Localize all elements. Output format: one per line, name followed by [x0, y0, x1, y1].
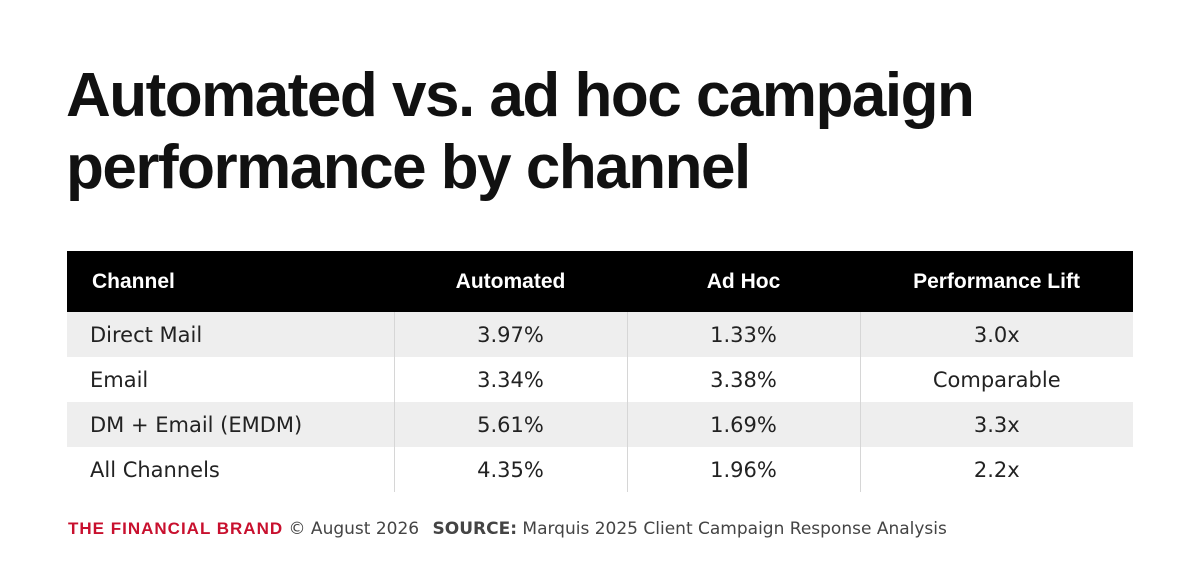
- table-header: Channel Automated Ad Hoc Performance Lif…: [67, 251, 1133, 312]
- table-cell-performance-lift: 3.0x: [859, 312, 1133, 357]
- table-cell-performance-lift: 3.3x: [859, 402, 1133, 447]
- table-body: Direct Mail 3.97% 1.33% 3.0x Email 3.34%…: [67, 312, 1133, 492]
- data-table-container: Channel Automated Ad Hoc Performance Lif…: [67, 251, 1133, 492]
- column-header-ad-hoc: Ad Hoc: [706, 269, 781, 293]
- table-cell-ad-hoc: 3.38%: [626, 357, 860, 402]
- table-header-row: Channel Automated Ad Hoc Performance Lif…: [67, 251, 1133, 312]
- table-cell-channel: All Channels: [90, 457, 220, 482]
- column-header-performance-lift: Performance Lift: [913, 269, 1080, 293]
- table-row: Email 3.34% 3.38% Comparable: [67, 357, 1133, 402]
- source-label: SOURCE:: [432, 519, 517, 539]
- table-cell-automated: 3.97%: [393, 312, 627, 357]
- table-cell-ad-hoc: 1.33%: [626, 312, 860, 357]
- source-text: Marquis 2025 Client Campaign Response An…: [522, 519, 947, 539]
- table-row: DM + Email (EMDM) 5.61% 1.69% 3.3x: [67, 402, 1133, 447]
- table-row: All Channels 4.35% 1.96% 2.2x: [67, 447, 1133, 492]
- table-cell-automated: 3.34%: [393, 357, 627, 402]
- column-header-channel: Channel: [92, 269, 175, 293]
- table-row: Direct Mail 3.97% 1.33% 3.0x: [67, 312, 1133, 357]
- table-cell-channel: Direct Mail: [90, 322, 203, 347]
- table-cell-performance-lift: Comparable: [859, 357, 1133, 402]
- footer: THE FINANCIAL BRAND © August 2026 SOURCE…: [68, 519, 947, 539]
- table-cell-channel: Email: [90, 367, 149, 392]
- column-header-automated: Automated: [455, 269, 566, 293]
- data-table: Channel Automated Ad Hoc Performance Lif…: [67, 251, 1133, 492]
- table-cell-ad-hoc: 1.96%: [626, 447, 860, 492]
- table-cell-automated: 4.35%: [393, 447, 627, 492]
- table-cell-performance-lift: 2.2x: [859, 447, 1133, 492]
- table-cell-ad-hoc: 1.69%: [626, 402, 860, 447]
- table-cell-channel: DM + Email (EMDM): [90, 412, 303, 437]
- brand-logo-text: THE FINANCIAL BRAND: [68, 519, 284, 538]
- copyright-text: © August 2026: [288, 519, 420, 539]
- chart-title: Automated vs. ad hoc campaign performanc…: [66, 61, 975, 202]
- table-cell-automated: 5.61%: [393, 402, 627, 447]
